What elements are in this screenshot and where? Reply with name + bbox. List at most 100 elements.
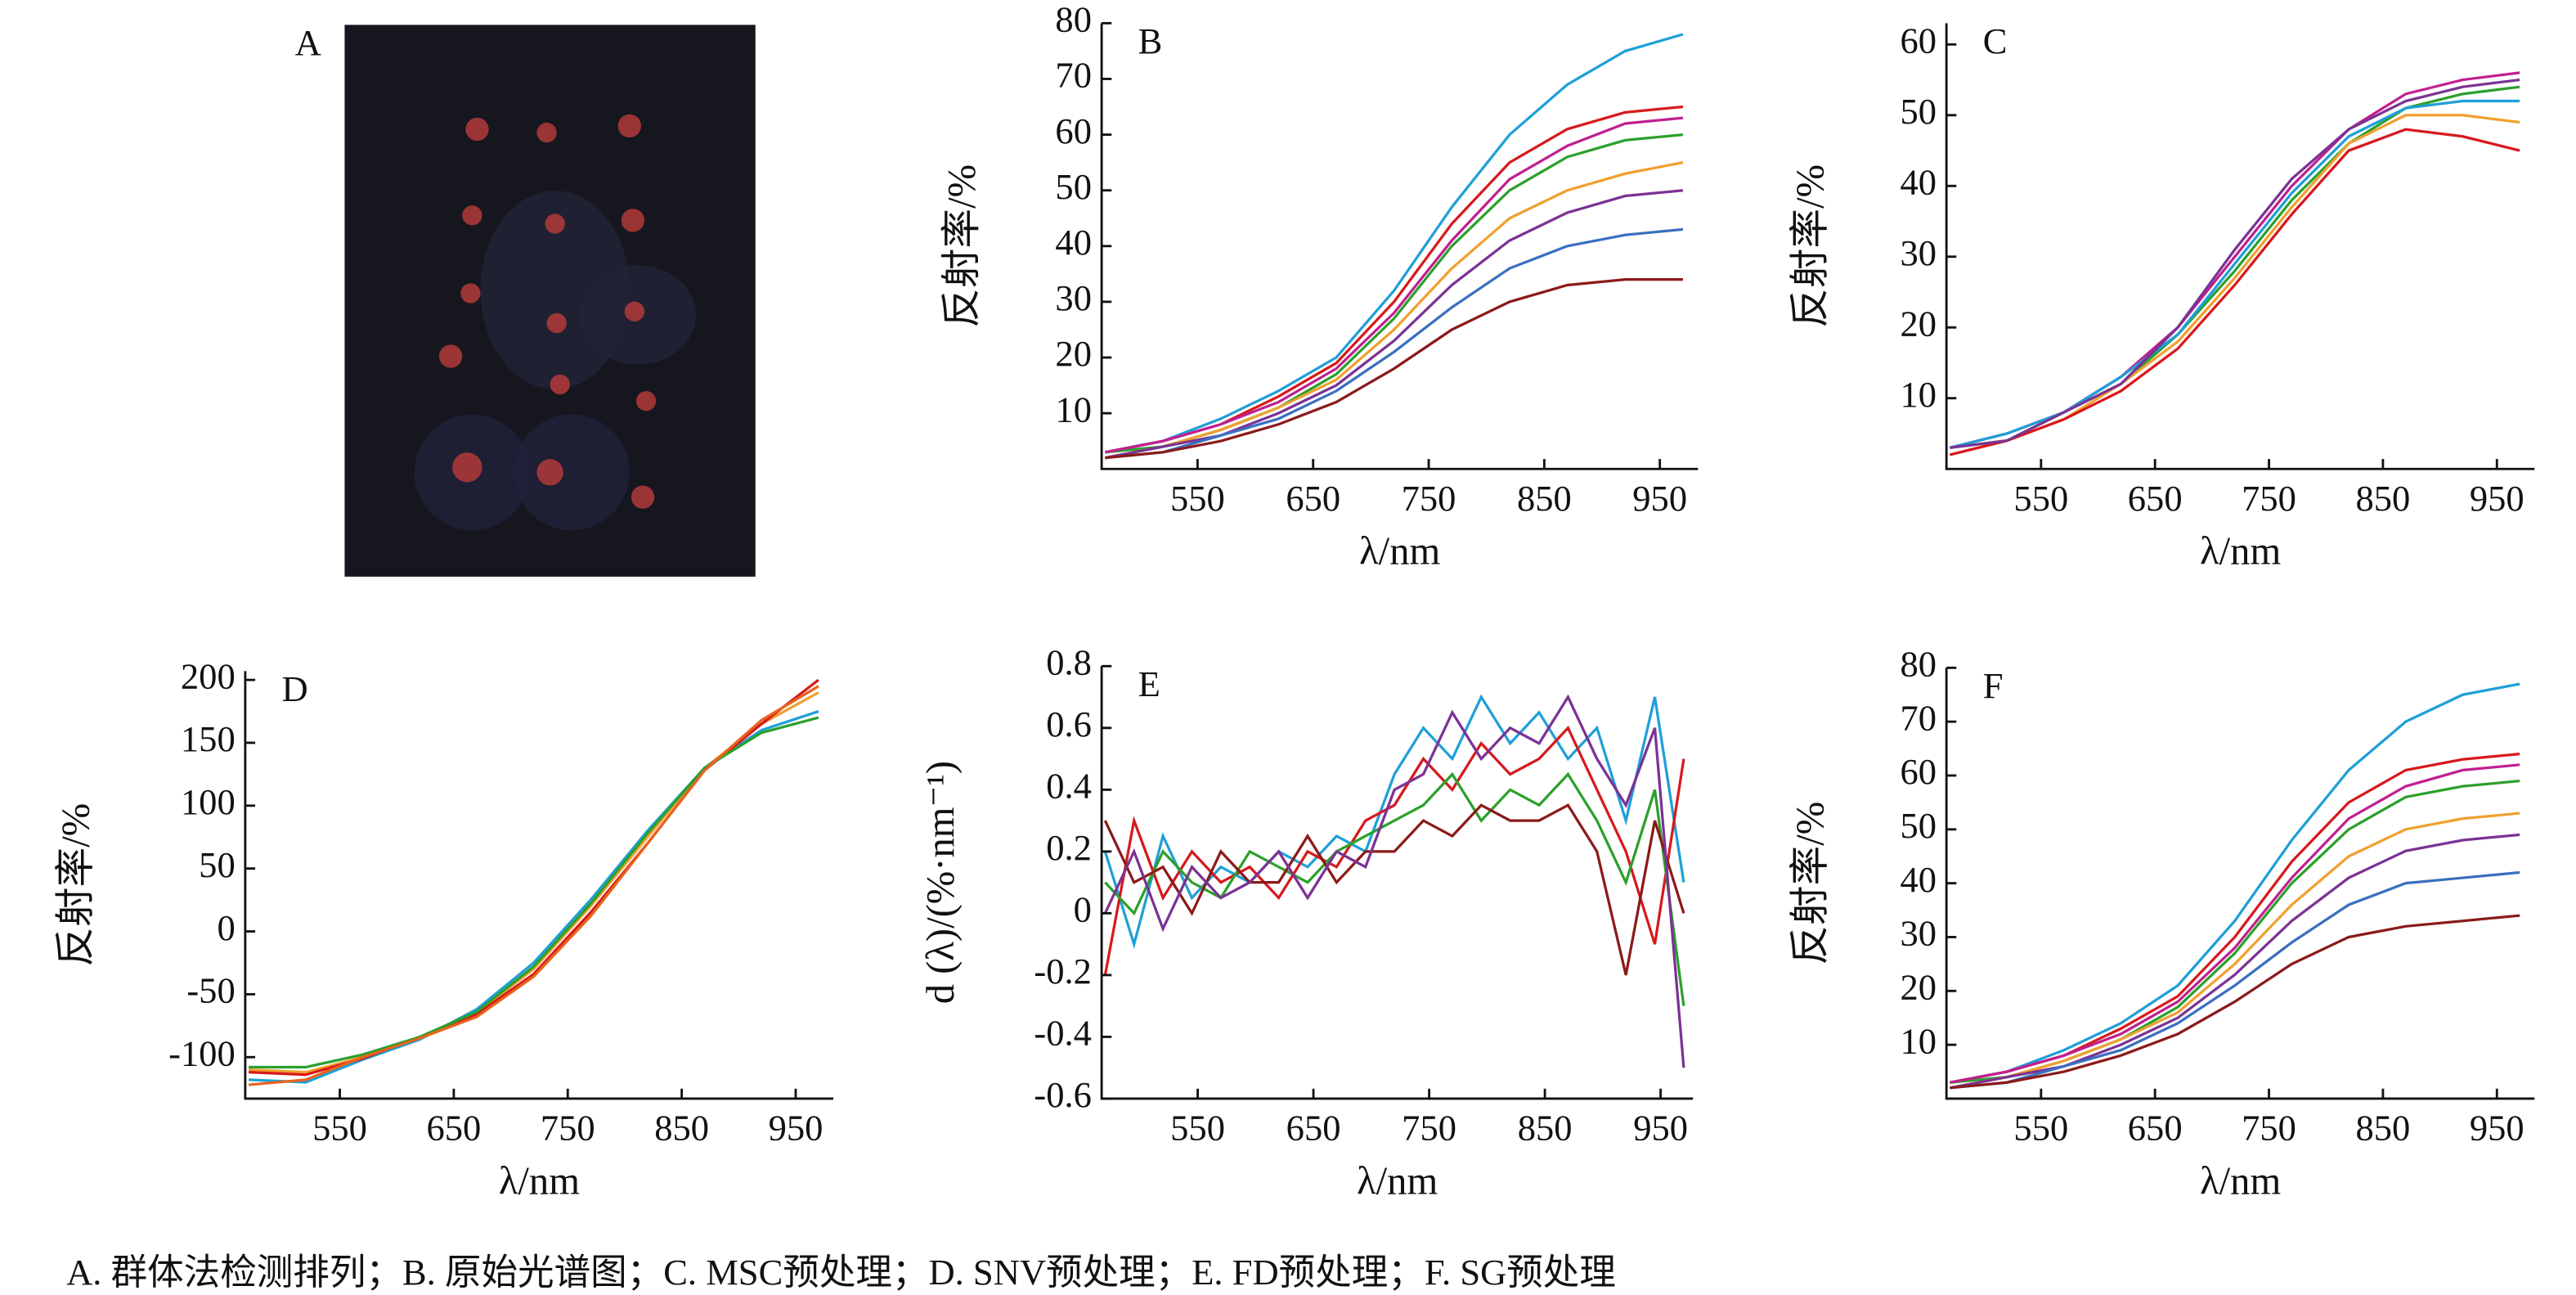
- x-tick-label: 950: [2470, 478, 2524, 519]
- x-axis-label: λ/nm: [1359, 529, 1440, 573]
- x-axis-label: λ/nm: [1357, 1158, 1438, 1203]
- y-tick-label: 60: [1900, 751, 1936, 792]
- x-tick-label: 950: [1632, 478, 1687, 519]
- x-tick-label: 550: [2013, 1108, 2068, 1149]
- y-tick-label: 200: [181, 655, 236, 696]
- panel-a-image: [344, 25, 756, 577]
- series-line: [248, 710, 819, 1084]
- panel-label: E: [1138, 663, 1160, 704]
- y-tick-label: 0: [217, 907, 235, 948]
- series-line: [1104, 771, 1685, 1006]
- x-tick-label: 950: [1633, 1108, 1688, 1149]
- y-tick-label: 30: [1055, 277, 1092, 318]
- x-axis-label: λ/nm: [2200, 529, 2281, 573]
- y-tick-label: 30: [1900, 913, 1936, 954]
- y-tick-label: 0.8: [1046, 642, 1092, 683]
- series-line: [1103, 725, 1685, 976]
- y-tick-label: 150: [181, 718, 236, 759]
- x-tick-label: 850: [2355, 1108, 2410, 1149]
- y-tick-label: 80: [1055, 0, 1092, 40]
- y-tick-label: 60: [1900, 20, 1936, 61]
- x-tick-label: 650: [2128, 1108, 2183, 1149]
- x-tick-label: 850: [654, 1108, 709, 1149]
- y-axis-label: 反射率/%: [1788, 802, 1832, 965]
- axes: [1945, 668, 2535, 1100]
- x-tick-label: 550: [1170, 478, 1225, 519]
- caption: A. 群体法检测排列；B. 原始光谱图；C. MSC预处理；D. SNV预处理；…: [66, 1252, 1616, 1293]
- y-tick-label: 10: [1900, 374, 1936, 415]
- y-tick-label: 20: [1055, 333, 1092, 374]
- series-line: [1949, 128, 2520, 456]
- y-tick-label: 0: [1074, 889, 1092, 930]
- y-tick-label: 10: [1055, 389, 1092, 429]
- x-tick-label: 650: [1286, 478, 1340, 519]
- y-tick-label: 0.6: [1046, 704, 1092, 744]
- axes: [1100, 23, 1699, 470]
- y-tick-label: -0.6: [1034, 1074, 1092, 1115]
- series-line: [248, 678, 819, 1077]
- y-tick-label: 50: [1055, 166, 1092, 207]
- y-tick-label: 50: [199, 844, 236, 885]
- y-tick-label: 100: [181, 781, 236, 822]
- panel-label: A: [295, 22, 321, 63]
- series-line: [1950, 78, 2520, 449]
- series-line: [1950, 753, 2520, 1084]
- series-line: [1105, 227, 1684, 460]
- y-tick-label: 50: [1900, 91, 1936, 132]
- x-tick-label: 550: [312, 1108, 367, 1149]
- series-line: [1950, 812, 2520, 1090]
- y-tick-label: 30: [1900, 232, 1936, 273]
- x-tick-label: 750: [2242, 478, 2296, 519]
- x-tick-label: 750: [1402, 478, 1456, 519]
- panel-label: C: [1983, 20, 2008, 61]
- series-line: [1950, 85, 2520, 449]
- axes: [244, 671, 833, 1100]
- x-tick-label: 850: [1518, 1108, 1573, 1149]
- x-tick-label: 850: [2355, 478, 2410, 519]
- series-line: [1950, 779, 2520, 1084]
- panel-label: B: [1138, 20, 1163, 61]
- series-line: [1103, 803, 1685, 976]
- series-line: [1105, 33, 1684, 454]
- series-line: [249, 716, 819, 1069]
- x-axis-label: λ/nm: [2200, 1158, 2281, 1203]
- y-axis-label: d (λ)/(%·nm⁻¹): [918, 761, 963, 1004]
- y-axis-label: 反射率/%: [53, 803, 97, 967]
- x-tick-label: 650: [427, 1108, 482, 1149]
- panel-label: F: [1983, 665, 2004, 706]
- y-tick-label: 50: [1900, 805, 1936, 846]
- y-tick-label: 40: [1900, 162, 1936, 203]
- series-line: [1105, 278, 1683, 460]
- x-tick-label: 550: [2013, 478, 2068, 519]
- series-line: [1949, 99, 2520, 449]
- y-tick-label: 70: [1900, 697, 1936, 738]
- x-tick-label: 950: [2470, 1108, 2524, 1149]
- y-axis-label: 反射率/%: [1788, 164, 1832, 328]
- y-tick-label: -100: [168, 1032, 236, 1073]
- series-line: [1949, 71, 2520, 449]
- axes: [1945, 23, 2535, 470]
- series-line: [1950, 833, 2520, 1090]
- y-tick-label: 20: [1900, 967, 1936, 1008]
- x-tick-label: 650: [2128, 478, 2183, 519]
- x-tick-label: 750: [1402, 1108, 1456, 1149]
- y-tick-label: 70: [1055, 55, 1092, 96]
- x-tick-label: 950: [769, 1108, 824, 1149]
- x-tick-label: 650: [1286, 1108, 1341, 1149]
- y-tick-label: -0.4: [1034, 1013, 1092, 1054]
- x-tick-label: 850: [1517, 478, 1572, 519]
- series-line: [1105, 105, 1684, 454]
- series-line: [1105, 189, 1684, 460]
- series-line: [1950, 914, 2520, 1090]
- x-tick-label: 750: [2242, 1108, 2296, 1149]
- series-line: [1105, 161, 1684, 460]
- y-tick-label: 80: [1900, 644, 1936, 685]
- y-tick-label: 0.4: [1046, 766, 1092, 807]
- series-line: [248, 685, 819, 1086]
- series-line: [1950, 682, 2520, 1084]
- series-line: [1950, 763, 2520, 1084]
- panel-label: D: [281, 668, 307, 709]
- x-tick-label: 550: [1170, 1108, 1225, 1149]
- y-tick-label: 40: [1900, 859, 1936, 900]
